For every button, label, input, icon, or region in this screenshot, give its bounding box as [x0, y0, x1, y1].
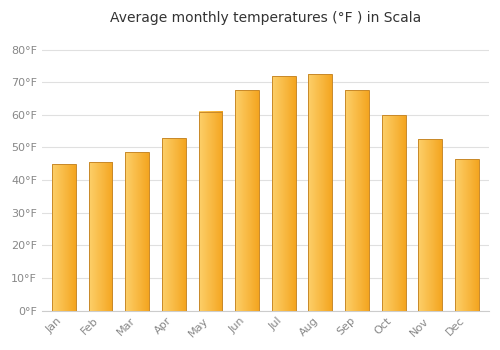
Bar — [418, 139, 442, 310]
Bar — [345, 90, 369, 310]
Bar — [198, 112, 222, 310]
Bar — [382, 115, 406, 310]
Bar — [455, 159, 479, 310]
Bar — [162, 138, 186, 310]
Bar — [126, 152, 149, 310]
Bar — [88, 162, 112, 310]
Bar — [235, 90, 259, 310]
Bar — [308, 74, 332, 310]
Bar — [52, 164, 76, 310]
Title: Average monthly temperatures (°F ) in Scala: Average monthly temperatures (°F ) in Sc… — [110, 11, 421, 25]
Bar — [272, 76, 295, 310]
